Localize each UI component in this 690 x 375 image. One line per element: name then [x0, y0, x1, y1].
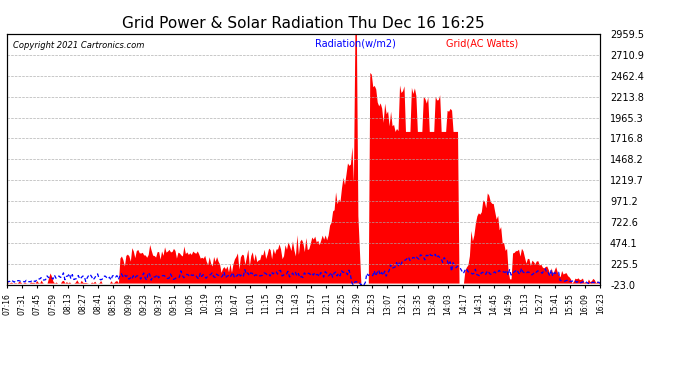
Title: Grid Power & Solar Radiation Thu Dec 16 16:25: Grid Power & Solar Radiation Thu Dec 16 …	[122, 16, 485, 31]
Text: Radiation(w/m2): Radiation(w/m2)	[315, 39, 396, 49]
Text: Grid(AC Watts): Grid(AC Watts)	[446, 39, 518, 49]
Text: Copyright 2021 Cartronics.com: Copyright 2021 Cartronics.com	[13, 41, 144, 50]
